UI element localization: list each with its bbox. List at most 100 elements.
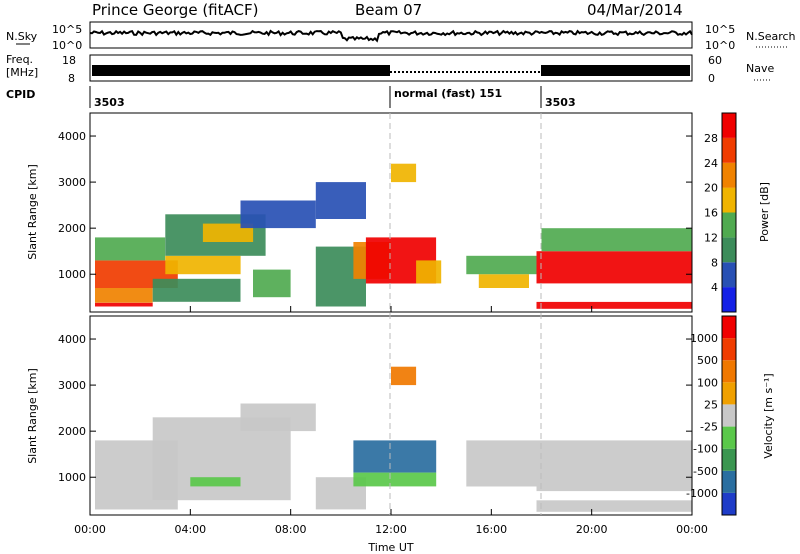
time-axis-label: Time UT <box>367 541 413 554</box>
power-region-5 <box>165 255 241 275</box>
velocity-region-10 <box>536 500 692 512</box>
nsky-label: N.Sky <box>6 30 38 43</box>
nave-tick-bottom: 0 <box>708 72 715 85</box>
colorbar-frame <box>721 315 737 516</box>
freq-unit-label: [MHz] <box>6 66 38 79</box>
cpid-row: CPID 3503 normal (fast) 151 3503 <box>6 86 576 109</box>
colorbar-tick-0: 4 <box>711 281 718 294</box>
colorbar-swatch-1 <box>722 262 736 288</box>
velocity-region-2 <box>190 477 241 487</box>
cpid-label: CPID <box>6 88 35 101</box>
velocity-region-5 <box>353 440 437 473</box>
freq-panel: Freq. [MHz] 18 8 60 0 Nave <box>6 53 774 85</box>
freq-label: Freq. <box>6 53 33 66</box>
y-tick-label-3000: 3000 <box>58 176 86 189</box>
power-region-18 <box>536 251 692 284</box>
x-tick-label-0: 00:00 <box>74 523 106 536</box>
colorbar-swatch-7 <box>722 338 736 361</box>
power-region-11 <box>315 182 366 219</box>
power-region-14 <box>391 163 417 183</box>
power-region-17 <box>466 255 537 275</box>
colorbar-swatch-6 <box>722 360 736 383</box>
colorbar-frame <box>721 112 737 313</box>
freq-frame <box>89 54 693 82</box>
power-colorbar-label: Power [dB] <box>758 182 771 242</box>
power-region-3 <box>95 237 166 261</box>
freq-band-right <box>541 65 690 76</box>
power-region-16 <box>478 274 529 288</box>
colorbar-swatch-3 <box>722 212 736 238</box>
nave-tick-top: 60 <box>708 54 722 67</box>
velocity-panel: 1000 2000 3000 4000 Slant Range [km] -1000 -… <box>26 315 775 516</box>
y-tick-label-4000: 4000 <box>58 333 86 346</box>
colorbar-tick-6: -500 <box>693 465 718 478</box>
power-region-8 <box>253 269 291 298</box>
nsky-tick-bottom-right: 10^0 <box>705 39 735 52</box>
colorbar-tick-3: 16 <box>704 207 718 220</box>
power-cells <box>95 163 692 309</box>
colorbar-tick-0: 1000 <box>690 332 718 345</box>
x-tick-label-4: 16:00 <box>475 523 507 536</box>
colorbar-tick-7: -1000 <box>686 487 718 500</box>
colorbar-tick-3: 25 <box>704 398 718 411</box>
velocity-region-8 <box>466 440 537 487</box>
freq-tick-top: 18 <box>62 54 76 67</box>
velocity-y-ticks: 1000 2000 3000 4000 <box>58 333 692 484</box>
nsky-trace <box>89 29 693 43</box>
colorbar-swatch-5 <box>722 382 736 405</box>
colorbar-swatch-8 <box>722 316 736 339</box>
colorbar-swatch-3 <box>722 426 736 449</box>
power-region-7 <box>202 223 254 242</box>
colorbar-swatch-0 <box>722 492 736 515</box>
velocity-region-7 <box>391 366 417 386</box>
y-tick-label-2000: 2000 <box>58 222 86 235</box>
nsky-frame <box>89 21 693 49</box>
power-panel: 1000 2000 3000 4000 Slant Range [km] 4 8 12 16… <box>26 112 771 313</box>
x-tick-label-6: 00:00 <box>676 523 708 536</box>
freq-tick-bottom: 8 <box>68 72 75 85</box>
colorbar-swatch-4 <box>722 404 736 427</box>
colorbar-tick-4: -25 <box>700 421 718 434</box>
y-tick-label-2000: 2000 <box>58 425 86 438</box>
cpid-segment-1: 3503 <box>94 96 125 109</box>
colorbar-swatch-4 <box>722 187 736 213</box>
nsky-tick-top: 10^5 <box>52 23 82 36</box>
station-title: Prince George (fitACF) <box>92 1 258 19</box>
colorbar-swatch-2 <box>722 448 736 471</box>
colorbar-tick-6: 28 <box>704 132 718 145</box>
colorbar-tick-1: 8 <box>711 256 718 269</box>
y-tick-label-4000: 4000 <box>58 130 86 143</box>
colorbar-tick-5: -100 <box>693 443 718 456</box>
velocity-ylabel: Slant Range [km] <box>26 368 39 464</box>
date-title: 04/Mar/2014 <box>587 1 683 19</box>
velocity-cells <box>95 366 692 512</box>
velocity-colorbar-label: Velocity [m s⁻¹] <box>762 373 775 458</box>
colorbar-swatch-1 <box>722 470 736 493</box>
x-tick-label-2: 08:00 <box>275 523 307 536</box>
colorbar-swatch-2 <box>722 237 736 263</box>
colorbar-swatch-5 <box>722 162 736 188</box>
power-region-4 <box>152 278 241 302</box>
y-tick-label-1000: 1000 <box>58 268 86 281</box>
power-colorbar: 4 8 12 16 20 24 28 <box>704 112 737 313</box>
y-tick-label-1000: 1000 <box>58 471 86 484</box>
power-ylabel: Slant Range [km] <box>26 164 39 260</box>
nsky-panel: N.Sky 10^5 10^0 10^5 10^0 N.Search <box>6 21 796 52</box>
x-tick-label-5: 20:00 <box>576 523 608 536</box>
colorbar-tick-4: 20 <box>704 182 718 195</box>
x-tick-label-3: 12:00 <box>375 523 407 536</box>
y-tick-label-3000: 3000 <box>58 379 86 392</box>
colorbar-tick-5: 24 <box>704 157 718 170</box>
beam-title: Beam 07 <box>355 1 422 19</box>
colorbar-swatch-6 <box>722 137 736 163</box>
x-tick-label-1: 04:00 <box>174 523 206 536</box>
power-region-0 <box>95 302 153 307</box>
velocity-region-3 <box>240 403 316 432</box>
power-region-1 <box>95 288 153 303</box>
colorbar-swatch-0 <box>722 287 736 312</box>
power-region-19 <box>536 301 692 309</box>
colorbar-swatch-7 <box>722 113 736 138</box>
freq-band-left <box>92 65 390 76</box>
time-axis: 00:00 04:00 08:00 12:00 16:00 20:00 00:00 <box>74 306 708 536</box>
